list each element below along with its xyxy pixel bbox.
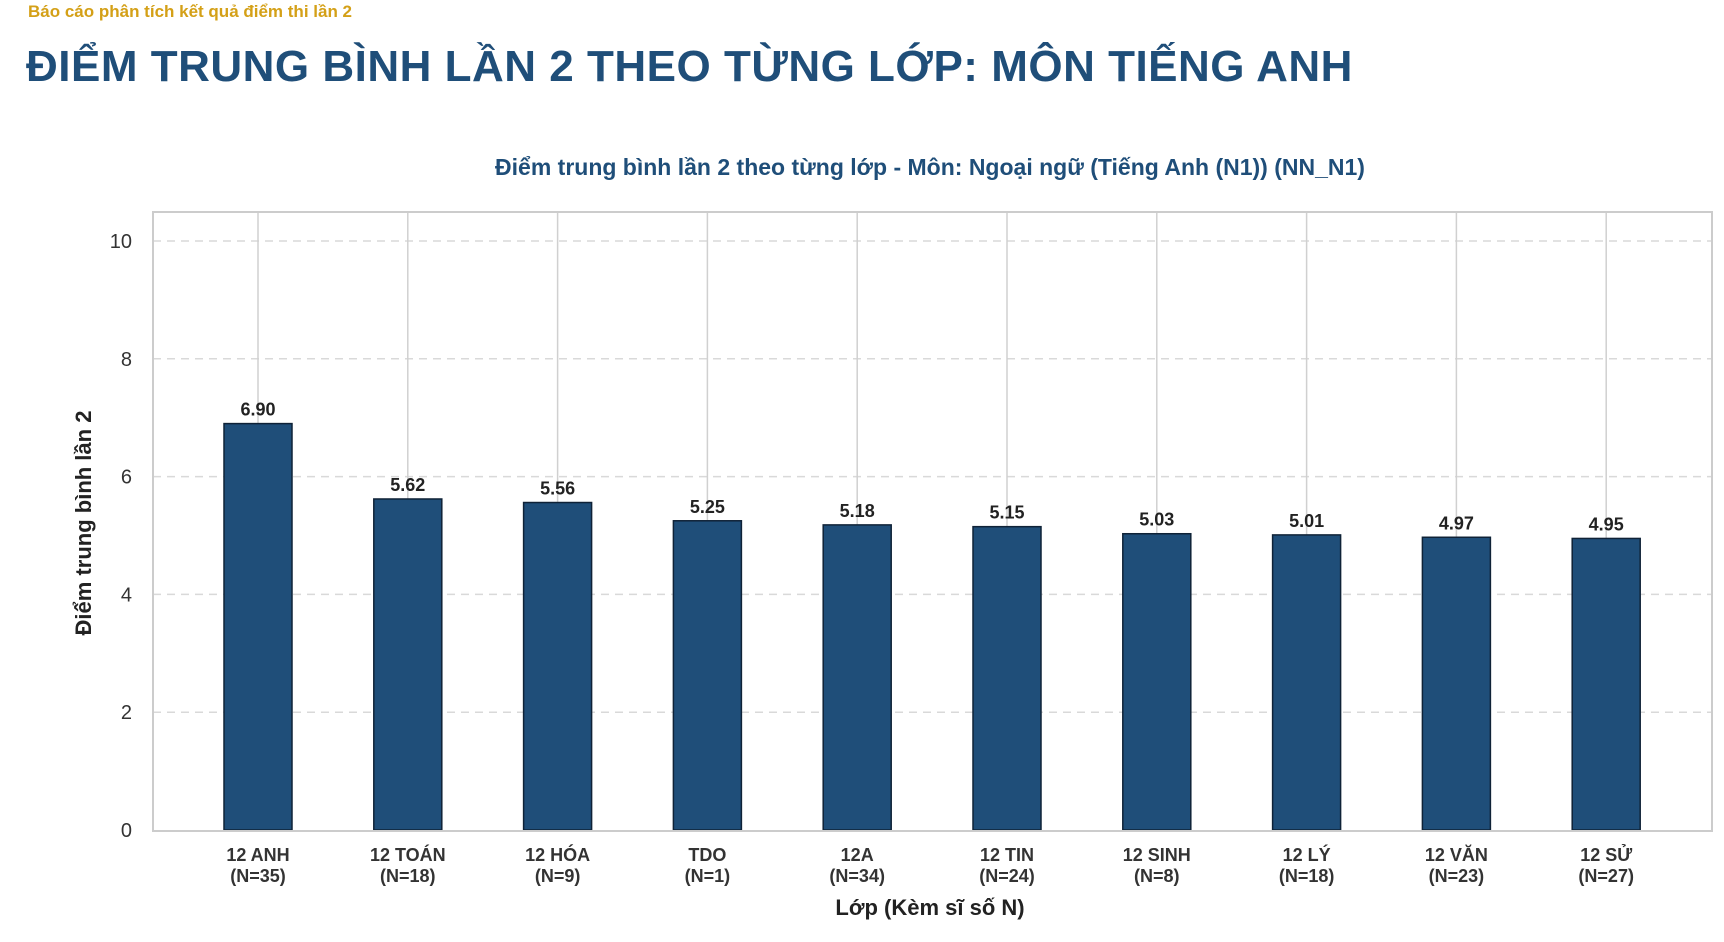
bar-value-label: 5.25 [690, 497, 725, 517]
x-tick-count: (N=18) [1279, 866, 1335, 886]
x-tick-label: 12A [841, 845, 874, 865]
y-axis-label: Điểm trung bình lần 2 [71, 411, 96, 636]
bar [1571, 537, 1641, 831]
y-tick-label: 0 [121, 820, 132, 842]
bar [1122, 532, 1192, 831]
bar-value-label: 5.62 [390, 475, 425, 495]
x-tick-label: 12 VĂN [1425, 844, 1488, 865]
x-tick-label: 12 ANH [226, 845, 289, 865]
x-tick-count: (N=24) [979, 866, 1035, 886]
y-tick-label: 2 [121, 702, 132, 724]
bar-value-label: 5.56 [540, 479, 575, 499]
bar [373, 498, 443, 831]
bar [1271, 534, 1342, 831]
y-tick-label: 4 [121, 584, 132, 606]
bar [672, 520, 743, 831]
plot-frame [152, 211, 1713, 832]
bar-value-label: 5.01 [1289, 511, 1324, 531]
x-axis-label: Lớp (Kèm sĩ số N) [835, 895, 1024, 920]
x-tick-label: 12 TIN [980, 845, 1034, 865]
x-tick-label: 12 HÓA [525, 844, 590, 865]
bar [972, 525, 1042, 831]
x-tick-count: (N=18) [380, 866, 436, 886]
bar-value-label: 5.03 [1139, 510, 1174, 530]
x-tick-count: (N=34) [829, 866, 885, 886]
bar [223, 422, 293, 831]
x-tick-count: (N=35) [230, 866, 286, 886]
x-tick-label: 12 SỬ [1580, 844, 1632, 865]
x-tick-count: (N=1) [685, 866, 731, 886]
x-tick-count: (N=23) [1429, 866, 1485, 886]
bar-value-label: 5.18 [840, 501, 875, 521]
bar-value-label: 5.15 [989, 503, 1024, 523]
bar-value-label: 4.97 [1439, 513, 1474, 533]
bar [1421, 536, 1492, 831]
report-kicker: Báo cáo phân tích kết quả điểm thi lần 2 [28, 2, 353, 21]
x-tick-count: (N=9) [535, 866, 581, 886]
page-title: ĐIỂM TRUNG BÌNH LẦN 2 THEO TỪNG LỚP: MÔN… [26, 42, 1353, 91]
x-tick-label: 12 SINH [1123, 845, 1191, 865]
bar-value-label: 4.95 [1589, 514, 1624, 534]
x-tick-label: TDO [688, 845, 726, 865]
bar-value-label: 6.90 [240, 400, 275, 420]
y-tick-label: 6 [121, 467, 132, 489]
bar-layer [223, 422, 1641, 831]
bar [822, 524, 892, 831]
y-tick-label: 8 [121, 349, 132, 371]
x-tick-count: (N=27) [1578, 866, 1634, 886]
bar [522, 501, 593, 831]
bar-chart: Điểm trung bình lần 2 theo từng lớp - Mô… [71, 154, 1713, 920]
x-tick-count: (N=8) [1134, 866, 1180, 886]
x-tick-label: 12 LÝ [1283, 844, 1331, 865]
x-tick-label: 12 TOÁN [370, 844, 446, 865]
chart-title: Điểm trung bình lần 2 theo từng lớp - Mô… [495, 154, 1365, 180]
y-tick-label: 10 [110, 231, 132, 253]
